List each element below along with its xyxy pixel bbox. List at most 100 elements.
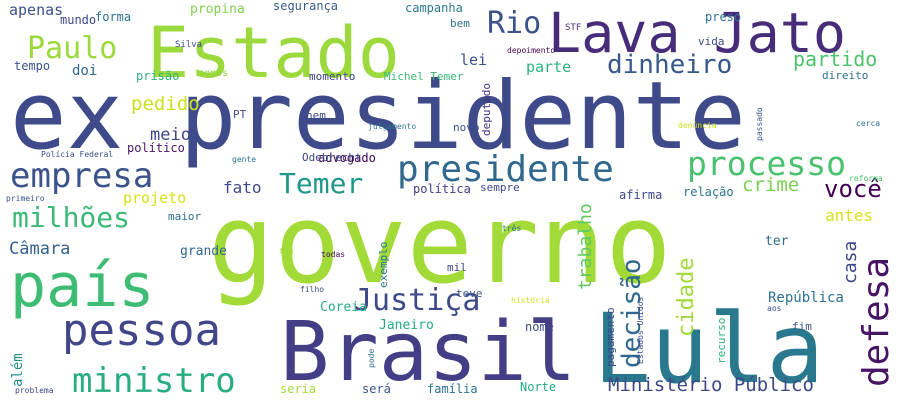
word-vida: vida bbox=[698, 35, 725, 48]
word-presidente: presidente bbox=[397, 149, 614, 190]
word-pais: país bbox=[10, 251, 155, 321]
word-paulo: Paulo bbox=[27, 31, 117, 66]
word-defesa: defesa bbox=[856, 257, 897, 387]
word-silva: Silva bbox=[175, 40, 202, 50]
word-propina: propina bbox=[190, 2, 245, 17]
word-lava-jato: Lava Jato bbox=[548, 1, 846, 65]
word-bem: bem bbox=[450, 17, 470, 30]
word-afirma: afirma bbox=[619, 188, 662, 202]
word-odebrecht: Odebrecht bbox=[302, 151, 362, 164]
word-partido: partido bbox=[793, 47, 877, 71]
word-grande: grande bbox=[180, 244, 227, 259]
word-pt: PT bbox=[233, 108, 247, 121]
word-empresa: empresa bbox=[10, 156, 153, 196]
word-meio: meio bbox=[150, 125, 191, 145]
word-politica: política bbox=[413, 182, 471, 196]
word-cerca: cerca bbox=[856, 119, 880, 128]
word-sempre: sempre bbox=[480, 181, 520, 194]
word-mil: mil bbox=[447, 261, 467, 274]
word-ter: ter bbox=[765, 234, 789, 249]
word-janeiro: Janeiro bbox=[379, 318, 434, 333]
word-milhoes: milhões bbox=[12, 201, 130, 234]
word-apenas: apenas bbox=[9, 1, 63, 19]
word-casa: casa bbox=[840, 241, 861, 284]
word-familia: família bbox=[427, 382, 478, 396]
word-policia-federal: Polícia Federal bbox=[41, 150, 113, 159]
word-tres: três bbox=[502, 223, 521, 233]
word-forma: forma bbox=[95, 10, 131, 24]
word-primeiro: primeiro bbox=[6, 194, 45, 203]
word-pessoa: pessoa bbox=[62, 305, 221, 356]
word-mundo: mundo bbox=[60, 13, 96, 27]
word-trabalho: trabalho bbox=[575, 203, 596, 290]
word-justica: Justiça bbox=[354, 283, 480, 318]
word-seguranca: segurança bbox=[273, 0, 338, 13]
word-novo: novo bbox=[453, 121, 480, 134]
word-gente: gente bbox=[232, 155, 256, 164]
word-todas: todas bbox=[321, 250, 345, 259]
word-rio: Rio bbox=[487, 6, 541, 41]
word-cidade: cidade bbox=[674, 258, 699, 337]
word-brasil: Brasil bbox=[280, 305, 576, 400]
word-direito: direito bbox=[822, 69, 868, 82]
word-teve: teve bbox=[456, 287, 483, 300]
word-processo: processo bbox=[687, 144, 846, 183]
word-maior: maior bbox=[168, 210, 201, 223]
word-tem: têm bbox=[279, 246, 294, 256]
word-estados-unidos: Estados Unidos bbox=[636, 296, 645, 364]
word-parte: parte bbox=[526, 58, 571, 76]
word-antes: antes bbox=[825, 206, 873, 225]
word-advogado: advogado bbox=[318, 151, 376, 165]
word-lula: Lula bbox=[593, 293, 824, 400]
word-nem: nem bbox=[306, 109, 326, 122]
word-seria: seria bbox=[280, 382, 316, 396]
word-passado: passado bbox=[755, 107, 764, 141]
word-temer: Temer bbox=[279, 167, 363, 200]
word-ministerio-publico: Ministério Público bbox=[608, 374, 814, 396]
word-tempo: tempo bbox=[14, 59, 50, 73]
word-ex-presidente: ex presidente bbox=[10, 62, 746, 171]
word-sera: será bbox=[362, 382, 391, 396]
word-julgamento: julgamento bbox=[368, 122, 416, 131]
word-lei: lei bbox=[460, 51, 487, 69]
word-menos: menos bbox=[198, 68, 228, 79]
word-coreia: Coreia bbox=[320, 300, 367, 315]
word-voce: você bbox=[824, 175, 882, 203]
word-recurso: recurso bbox=[715, 318, 728, 364]
word-crime: crime bbox=[742, 174, 799, 196]
word-politico: político bbox=[127, 141, 185, 155]
word-governo: governo bbox=[208, 180, 672, 308]
word-michel-temer: Michel Temer bbox=[384, 70, 464, 83]
word-fim: fim bbox=[792, 320, 812, 333]
word-alem: além bbox=[10, 353, 26, 387]
word-pedido: pedido bbox=[131, 93, 200, 115]
word-depoimento: depoimento bbox=[507, 46, 555, 55]
word-reforma: reforma bbox=[849, 174, 883, 183]
word-aos: aos bbox=[767, 304, 782, 313]
word-historia: história bbox=[511, 295, 550, 305]
word-filho: filho bbox=[300, 285, 324, 294]
word-stf: STF bbox=[565, 23, 581, 33]
word-camara: Câmara bbox=[9, 239, 70, 259]
word-fato: fato bbox=[223, 178, 262, 197]
word-estado: Estado bbox=[147, 12, 400, 94]
word-nome: nome bbox=[525, 320, 554, 334]
word-denuncia: denúncia bbox=[678, 121, 717, 130]
word-preso: preso bbox=[705, 10, 741, 24]
word-norte: Norte bbox=[520, 380, 556, 394]
word-dinheiro: dinheiro bbox=[607, 50, 732, 80]
word-deputado: deputado bbox=[480, 83, 493, 136]
word-doi: doi bbox=[72, 63, 97, 79]
word-momento: momento bbox=[309, 70, 355, 83]
word-campanha: campanha bbox=[405, 1, 463, 15]
word-pagamento: pagamento bbox=[604, 307, 617, 367]
word-problema: problema bbox=[15, 386, 54, 395]
word-pode: pode bbox=[367, 349, 376, 368]
word-projeto: projeto bbox=[123, 189, 186, 207]
word-republica: República bbox=[768, 290, 844, 306]
word-decisao: decisão bbox=[617, 258, 647, 368]
word-exemplo: exemplo bbox=[377, 242, 390, 288]
word-relacao: relação bbox=[683, 185, 734, 199]
